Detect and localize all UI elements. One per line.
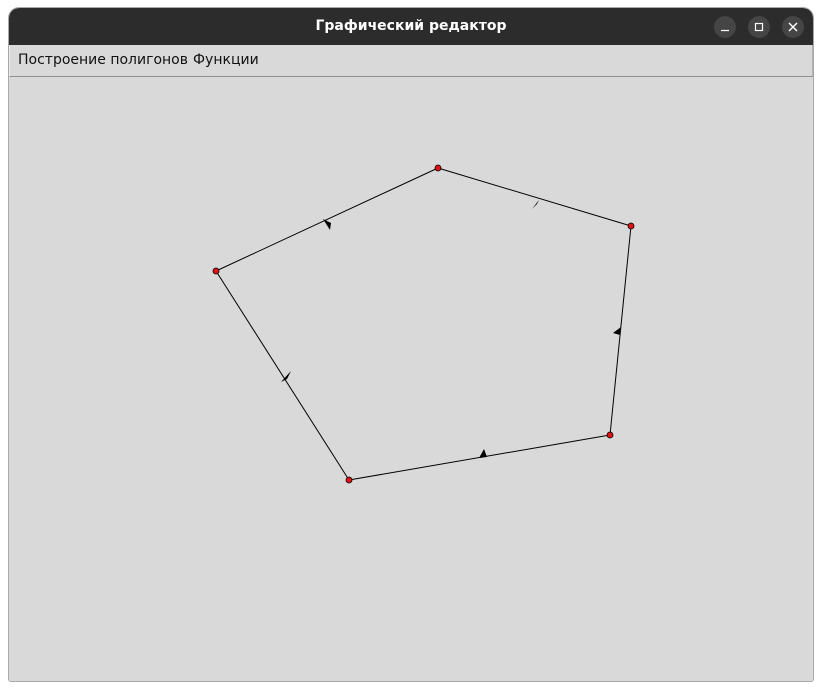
title-bar[interactable]: Графический редактор: [9, 8, 813, 45]
window-title: Графический редактор: [315, 18, 507, 34]
menu-bar: Построение полигонов Функции: [9, 45, 813, 77]
direction-arrow: [323, 219, 331, 230]
polygon-drawing: [212, 164, 635, 484]
app-window: Графический редактор Построение полигоно…: [9, 8, 813, 681]
vertex-point[interactable]: [627, 222, 635, 230]
maximize-icon: [754, 22, 764, 32]
polygon-edge: [215, 270, 350, 481]
direction-arrow: [532, 200, 539, 209]
direction-arrow: [281, 371, 291, 382]
vertex-point[interactable]: [434, 164, 442, 172]
direction-arrow: [613, 327, 621, 335]
minimize-icon: [721, 29, 729, 32]
polygon-vertices: [212, 164, 635, 484]
close-icon: [788, 22, 798, 32]
maximize-button[interactable]: [748, 16, 770, 38]
polygon-edges: [215, 167, 632, 481]
polygon-edge: [437, 167, 632, 227]
polygon-edge: [215, 167, 439, 272]
edge-direction-arrows: [281, 200, 621, 458]
vertex-point[interactable]: [212, 267, 220, 275]
vertex-point[interactable]: [606, 431, 614, 439]
drawing-canvas[interactable]: [9, 77, 813, 681]
direction-arrow: [479, 449, 487, 458]
minimize-button[interactable]: [714, 16, 736, 38]
menu-polygon-building[interactable]: Построение полигонов: [18, 52, 188, 68]
vertex-point[interactable]: [345, 476, 353, 484]
close-button[interactable]: [782, 16, 804, 38]
menu-functions[interactable]: Функции: [193, 52, 259, 68]
